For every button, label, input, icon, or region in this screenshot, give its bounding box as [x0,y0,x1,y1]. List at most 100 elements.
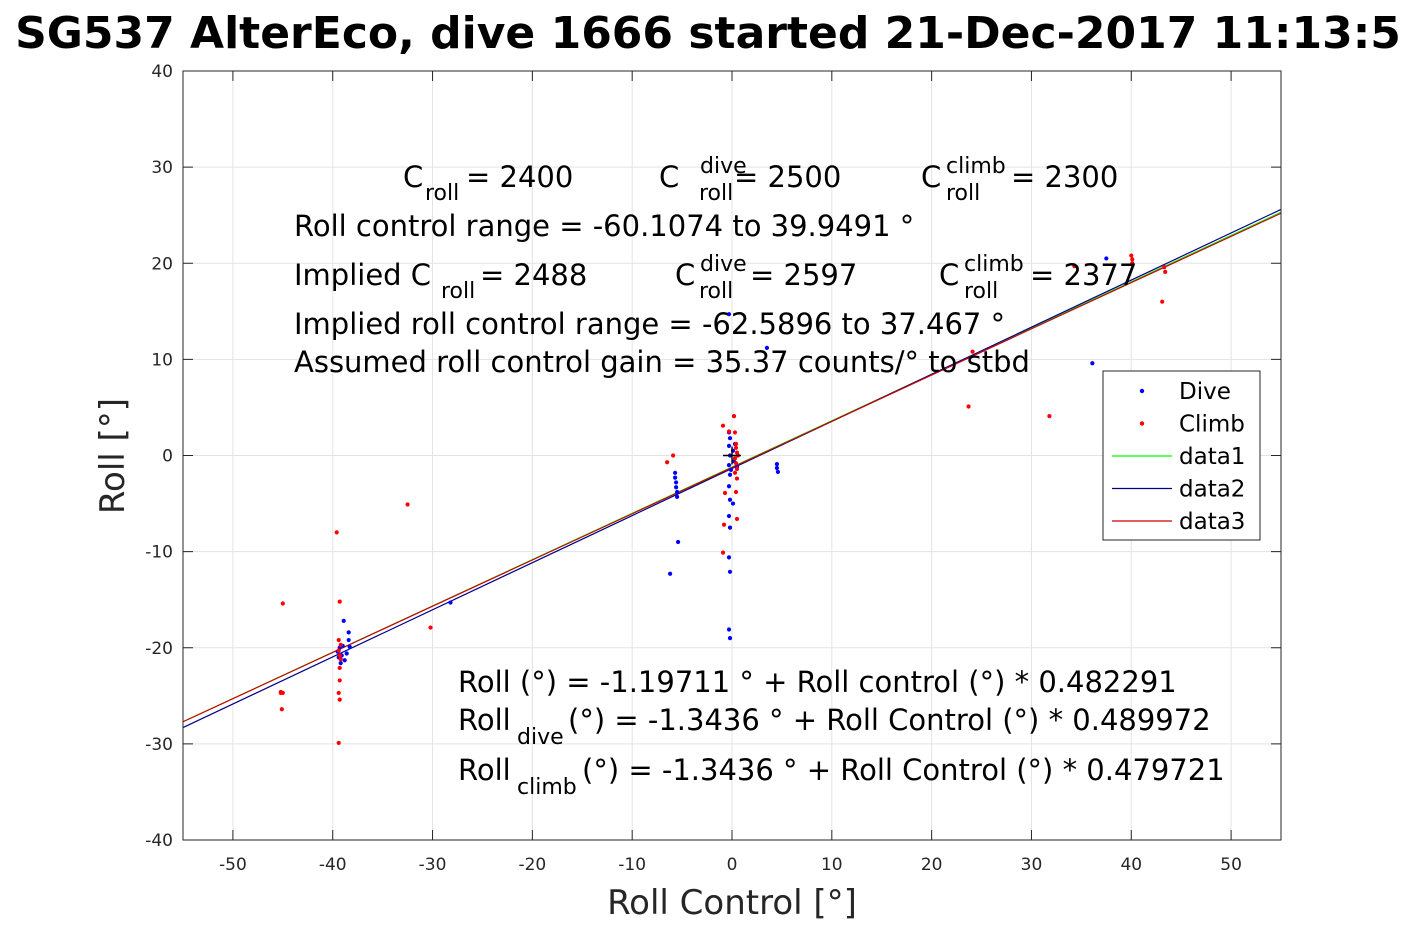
y-tick-label: -40 [145,831,173,851]
fit-dive-rest: (°) = -1.3436 ° + Roll Control (°) * 0.4… [568,703,1211,737]
fit-line-data3 [182,212,1282,723]
dive-point [338,661,343,666]
implied-climb-sup: climb [964,252,1024,277]
climb-point [733,441,739,447]
axis-ticks: -50 -40 -30 -20 -10 0 10 20 30 40 50 -40 -30 -20 -10 0 1… [145,62,1281,875]
legend: Dive Climb data1 data2 data3 [1102,370,1261,541]
dive-point [727,472,733,477]
legend-marker-dive [1139,388,1145,394]
climb-point [665,460,670,465]
dive-point [346,637,351,643]
dive-point [673,475,678,480]
x-tick-label: 10 [821,855,843,875]
y-tick-label: 40 [151,62,173,82]
dive-point [764,345,770,350]
c-climb-sup: climb [946,154,1006,179]
climb-point [1129,253,1134,258]
implied-dive-sub: roll [699,279,733,304]
implied-climb-prefix: C [939,258,959,292]
x-axis-label: Roll Control [°] [607,883,857,923]
climb-point [731,413,737,419]
y-tick-label: 20 [151,254,173,274]
annotation-roll-control-range: Roll control range = -60.1074 to 39.9491… [294,209,914,243]
dive-point [344,651,349,656]
climb-point [721,522,727,527]
climb-point [733,461,739,466]
legend-marker-climb [1139,421,1145,426]
climb-point [337,678,342,683]
dive-point [730,501,736,506]
fit-climb-sub: climb [517,775,577,800]
climb-point [726,429,732,434]
dive-point [728,467,734,473]
dive-point [726,513,732,519]
climb-point [338,642,343,647]
y-tick-label: -10 [145,543,173,563]
annotation-c-dive: C dive roll = 2500 [659,154,841,206]
implied-dive-sup: dive [700,252,747,277]
dive-point [727,525,733,530]
climb-point [732,470,738,475]
climb-point [734,476,740,481]
x-tick-label: -30 [419,855,447,875]
climb-point [337,665,342,671]
annotation-implied-c-roll: Implied C roll = 2488 [294,258,587,304]
dive-point [726,484,732,489]
fit-dive-sub: dive [517,725,564,750]
annotation-c-roll: C roll = 2400 [403,160,573,206]
climb-point [1072,264,1077,269]
dive-point [1090,361,1095,366]
x-tick-label: 40 [1120,855,1142,875]
dive-point [726,443,732,448]
x-tick-label: 20 [921,855,943,875]
dive-point [726,312,732,317]
climb-point [671,453,676,458]
dive-point [774,462,780,467]
dive-point [726,627,732,632]
fit-climb-rest: (°) = -1.3436 ° + Roll Control (°) * 0.4… [582,753,1225,787]
dive-point [668,571,673,576]
implied-climb-sub: roll [964,279,998,304]
annotation-fit: Roll (°) = -1.19711 ° + Roll control (°)… [458,665,1177,699]
climb-point [720,423,726,428]
annotation-implied-range: Implied roll control range = -62.5896 to… [294,307,1005,341]
climb-point [405,502,410,507]
dive-point [347,644,352,649]
annotation-fit-climb: Roll climb (°) = -1.3436 ° + Roll Contro… [458,753,1225,800]
annotation-c-climb: C climb roll = 2300 [921,154,1118,206]
dive-point [675,489,680,495]
implied-dive-value: = 2597 [750,258,857,292]
fit-dive-prefix: Roll [458,703,511,737]
implied-value: = 2488 [480,258,587,292]
implied-prefix: Implied C [294,258,431,292]
y-tick-label: -20 [145,639,173,659]
climb-point [336,637,341,643]
implied-dive-prefix: C [675,258,695,292]
climb-point [720,550,726,555]
climb-point [966,404,971,409]
y-axis-label: Roll [°] [93,398,133,514]
c-dive-sub: roll [699,181,733,206]
climb-point [280,601,285,606]
annotation-gain: Assumed roll control gain = 35.37 counts… [294,345,1030,379]
climb-point [336,740,341,746]
c-roll-sub: roll [425,181,459,206]
legend-label-dive: Dive [1179,379,1231,405]
annotation-fit-dive: Roll dive (°) = -1.3436 ° + Roll Control… [458,703,1211,750]
c-climb-prefix: C [921,160,941,194]
legend-label-data1: data1 [1179,444,1245,470]
dive-point [342,658,347,663]
c-roll-value: = 2400 [466,160,573,194]
x-tick-label: -20 [518,855,546,875]
y-tick-label: -30 [145,735,173,755]
x-tick-label: -10 [618,855,646,875]
annotation-implied-c-dive: C dive roll = 2597 [675,252,857,304]
dive-point [674,485,679,490]
y-tick-label: 0 [162,447,173,467]
climb-point [337,599,342,604]
c-roll-prefix: C [403,160,423,194]
x-tick-label: -40 [319,855,347,875]
climb-point [1130,261,1135,266]
climb-point [278,689,283,695]
